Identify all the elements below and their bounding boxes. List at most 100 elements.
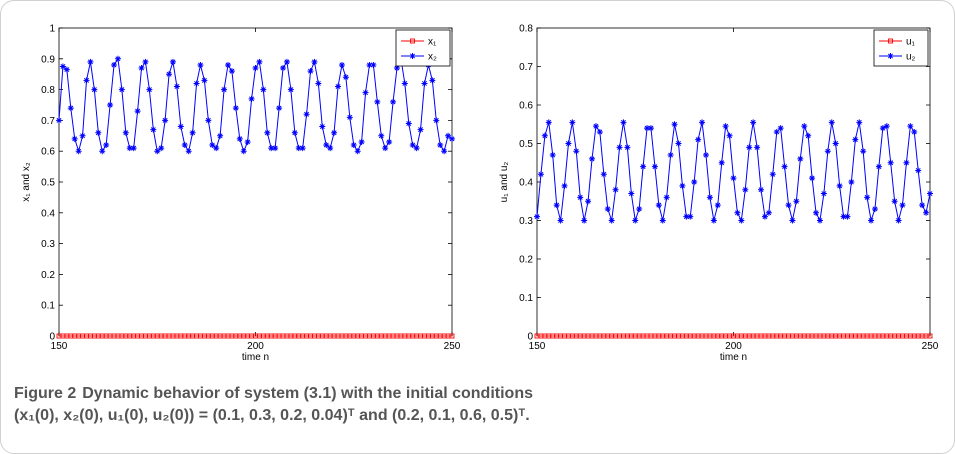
data-point (248, 95, 255, 102)
x-tick-label: 250 (444, 341, 461, 352)
y-tick-label: 0.3 (519, 216, 533, 227)
data-point (596, 128, 603, 135)
data-point (67, 105, 74, 112)
data-point (875, 163, 882, 170)
legend (395, 29, 451, 67)
data-point (276, 105, 283, 112)
data-point (691, 179, 698, 185)
caption-line-2: (x₁(0), x₂(0), u₁(0), u₂(0)) = (0.1, 0.3… (14, 407, 530, 424)
data-point (801, 123, 808, 130)
data-point (777, 125, 784, 132)
data-point (138, 65, 145, 72)
data-point (150, 126, 157, 133)
data-point (319, 123, 326, 130)
data-point (565, 140, 572, 147)
data-point (378, 132, 385, 139)
data-point (746, 144, 753, 151)
data-point (252, 65, 259, 72)
data-point (224, 61, 231, 68)
legend-label: u₁ (906, 37, 916, 48)
data-point (405, 120, 412, 127)
x-axis-label: time n (720, 352, 747, 363)
data-point (413, 145, 420, 152)
data-point (840, 213, 847, 220)
data-point (59, 63, 66, 70)
data-point (260, 86, 267, 93)
x-tick-label: 200 (725, 341, 742, 352)
data-point (409, 142, 416, 149)
data-point (421, 80, 428, 87)
data-point (83, 77, 90, 84)
data-point (793, 198, 800, 205)
data-point (687, 213, 694, 220)
data-point (667, 152, 674, 159)
data-point (366, 61, 373, 68)
data-point (331, 129, 338, 136)
data-point (592, 123, 599, 130)
data-point (441, 148, 448, 155)
data-point (209, 142, 216, 149)
data-point (213, 145, 220, 152)
data-point (871, 205, 878, 212)
data-point (370, 61, 377, 68)
data-point (903, 159, 910, 166)
data-point (616, 144, 623, 151)
data-point (393, 65, 400, 72)
data-point (338, 61, 345, 68)
data-point (534, 213, 540, 220)
data-point (283, 58, 290, 65)
y-tick-label: 0.5 (519, 139, 533, 150)
data-point (789, 217, 796, 224)
data-point (710, 217, 717, 224)
data-point (449, 135, 455, 142)
data-point (644, 125, 651, 132)
data-point (232, 105, 239, 112)
data-point (335, 83, 342, 90)
data-point (244, 138, 251, 145)
x-tick-label: 250 (922, 341, 939, 352)
data-point (272, 145, 279, 152)
data-point (154, 148, 161, 155)
data-point (683, 213, 690, 220)
data-point (612, 186, 619, 193)
data-point (346, 114, 353, 121)
data-point (433, 117, 440, 124)
chart-x: 0 0.1 0.2 0.3 0.4 0.5 0.6 0.7 0.8 0.9 1 150 200 250 ti… (21, 24, 461, 364)
data-point (754, 144, 761, 151)
data-point (130, 145, 137, 152)
data-point (640, 163, 647, 170)
data-point (107, 102, 114, 108)
y-axis-label: x₁ and x₂ (21, 162, 32, 202)
data-point (887, 159, 894, 166)
y-tick-label: 0.1 (41, 301, 55, 312)
x-tick-label: 150 (51, 341, 68, 352)
data-point (663, 194, 670, 201)
data-point (836, 182, 843, 189)
y-tick-label: 0.5 (41, 178, 55, 189)
data-point (844, 213, 851, 220)
data-point (386, 138, 393, 145)
y-tick-label: 0.6 (519, 101, 533, 112)
data-point (79, 132, 86, 139)
data-point (193, 80, 200, 87)
data-point (569, 119, 576, 126)
data-point (201, 77, 208, 84)
caption-label: Figure 2 (14, 385, 77, 402)
data-point (738, 217, 745, 224)
data-point (820, 190, 827, 197)
data-point (173, 83, 180, 90)
data-point (323, 142, 330, 149)
data-point (56, 117, 62, 124)
legend-marker (409, 53, 416, 59)
data-point (604, 205, 611, 212)
data-point (868, 217, 875, 224)
data-point (99, 148, 106, 155)
y-tick-label: 0.2 (41, 270, 55, 281)
data-point (268, 145, 275, 152)
y-tick-label: 0.3 (41, 239, 55, 250)
data-point (816, 217, 823, 224)
y-tick-label: 0.8 (519, 24, 533, 35)
legend-marker (887, 53, 894, 59)
data-point (699, 119, 706, 126)
